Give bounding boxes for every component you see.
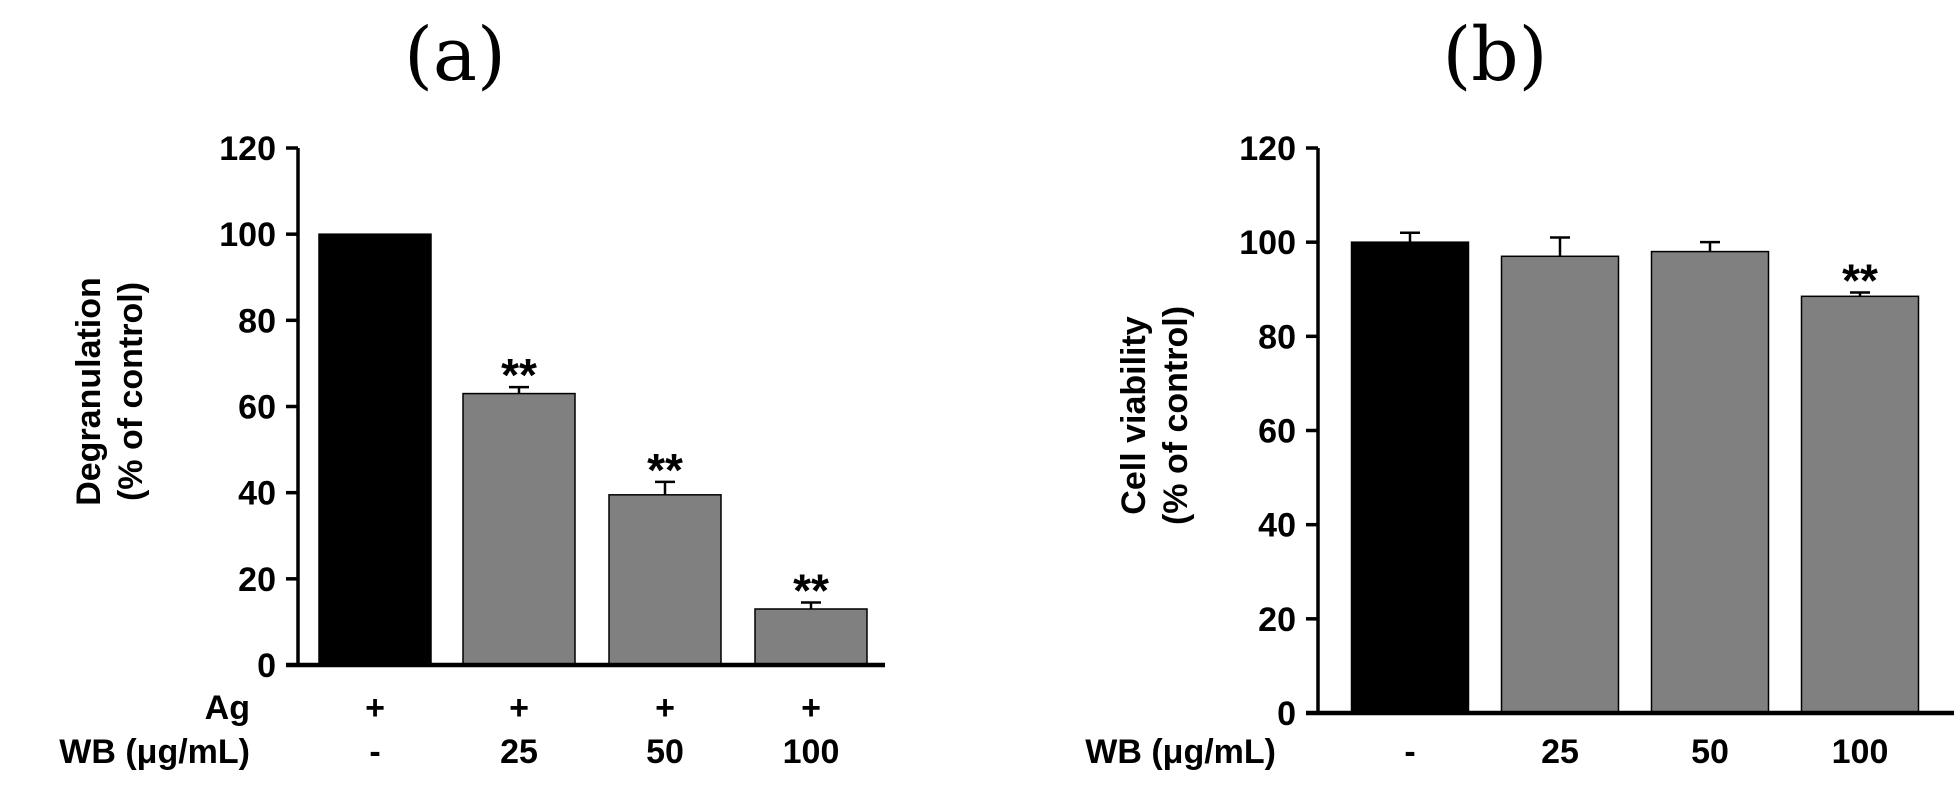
panel-label: (b) xyxy=(1442,12,1547,98)
y-tick-label: 100 xyxy=(1239,224,1296,262)
y-tick-label: 100 xyxy=(219,216,276,254)
significance-marker-4: ** xyxy=(793,565,829,617)
y-tick-label: 60 xyxy=(238,389,276,427)
bar-2 xyxy=(1500,255,1620,714)
y-tick-label: 120 xyxy=(219,130,276,168)
row-label: Ag xyxy=(205,689,250,727)
y-tick-label: 20 xyxy=(1258,601,1296,639)
y-tick-label: 80 xyxy=(1258,318,1296,356)
chart-panel-a: (a) ** ** ** 0 20 40 60 80 100 120 Degranulation (% … xyxy=(59,12,885,771)
y-tick-label: 60 xyxy=(1258,413,1296,451)
x-tick-label: + xyxy=(655,689,675,727)
y-tick-label: 120 xyxy=(1239,130,1296,168)
significance-marker-2: ** xyxy=(501,349,537,401)
y-axis-label: Degranulation (% of control) xyxy=(70,277,150,506)
bar-4 xyxy=(1800,295,1920,714)
x-tick-label: 100 xyxy=(1832,733,1889,771)
y-axis-label: Cell viability (% of control) xyxy=(1115,306,1195,525)
bar-2 xyxy=(462,392,576,666)
y-tick-label: 40 xyxy=(1258,507,1296,545)
row-label: WB (μg/mL) xyxy=(1085,733,1276,771)
chart-panel-b: (b) ** 0 20 40 60 80 100 120 Cell viability (% of … xyxy=(1085,12,1954,771)
x-tick-label: 25 xyxy=(500,733,538,771)
significance-marker-4: ** xyxy=(1842,255,1878,307)
y-tick-label: 0 xyxy=(257,647,276,685)
bar-3 xyxy=(1650,250,1770,714)
y-axis-label-line: Cell viability xyxy=(1115,316,1153,514)
y-tick-label: 40 xyxy=(238,475,276,513)
row-label: WB (μg/mL) xyxy=(59,733,250,771)
x-tick-label: - xyxy=(369,733,380,771)
bar-3 xyxy=(608,494,722,666)
bar-4 xyxy=(754,608,868,666)
y-tick-label: 0 xyxy=(1277,695,1296,733)
x-tick-label: 50 xyxy=(646,733,684,771)
y-axis-label-line: Degranulation xyxy=(70,277,108,506)
y-tick-label: 20 xyxy=(238,561,276,599)
x-tick-label: - xyxy=(1404,733,1415,771)
x-tick-label: 100 xyxy=(783,733,840,771)
panel-label: (a) xyxy=(404,12,506,98)
x-tick-label: + xyxy=(509,689,529,727)
bar-1 xyxy=(318,233,432,666)
x-tick-label: 50 xyxy=(1691,733,1729,771)
y-tick-label: 80 xyxy=(238,302,276,340)
x-tick-label: + xyxy=(801,689,821,727)
y-axis-label-line: (% of control) xyxy=(112,282,150,501)
x-tick-label: + xyxy=(365,689,385,727)
significance-marker-3: ** xyxy=(647,444,683,496)
bar-1 xyxy=(1350,241,1470,714)
x-tick-label: 25 xyxy=(1541,733,1579,771)
y-axis-label-line: (% of control) xyxy=(1157,306,1195,525)
